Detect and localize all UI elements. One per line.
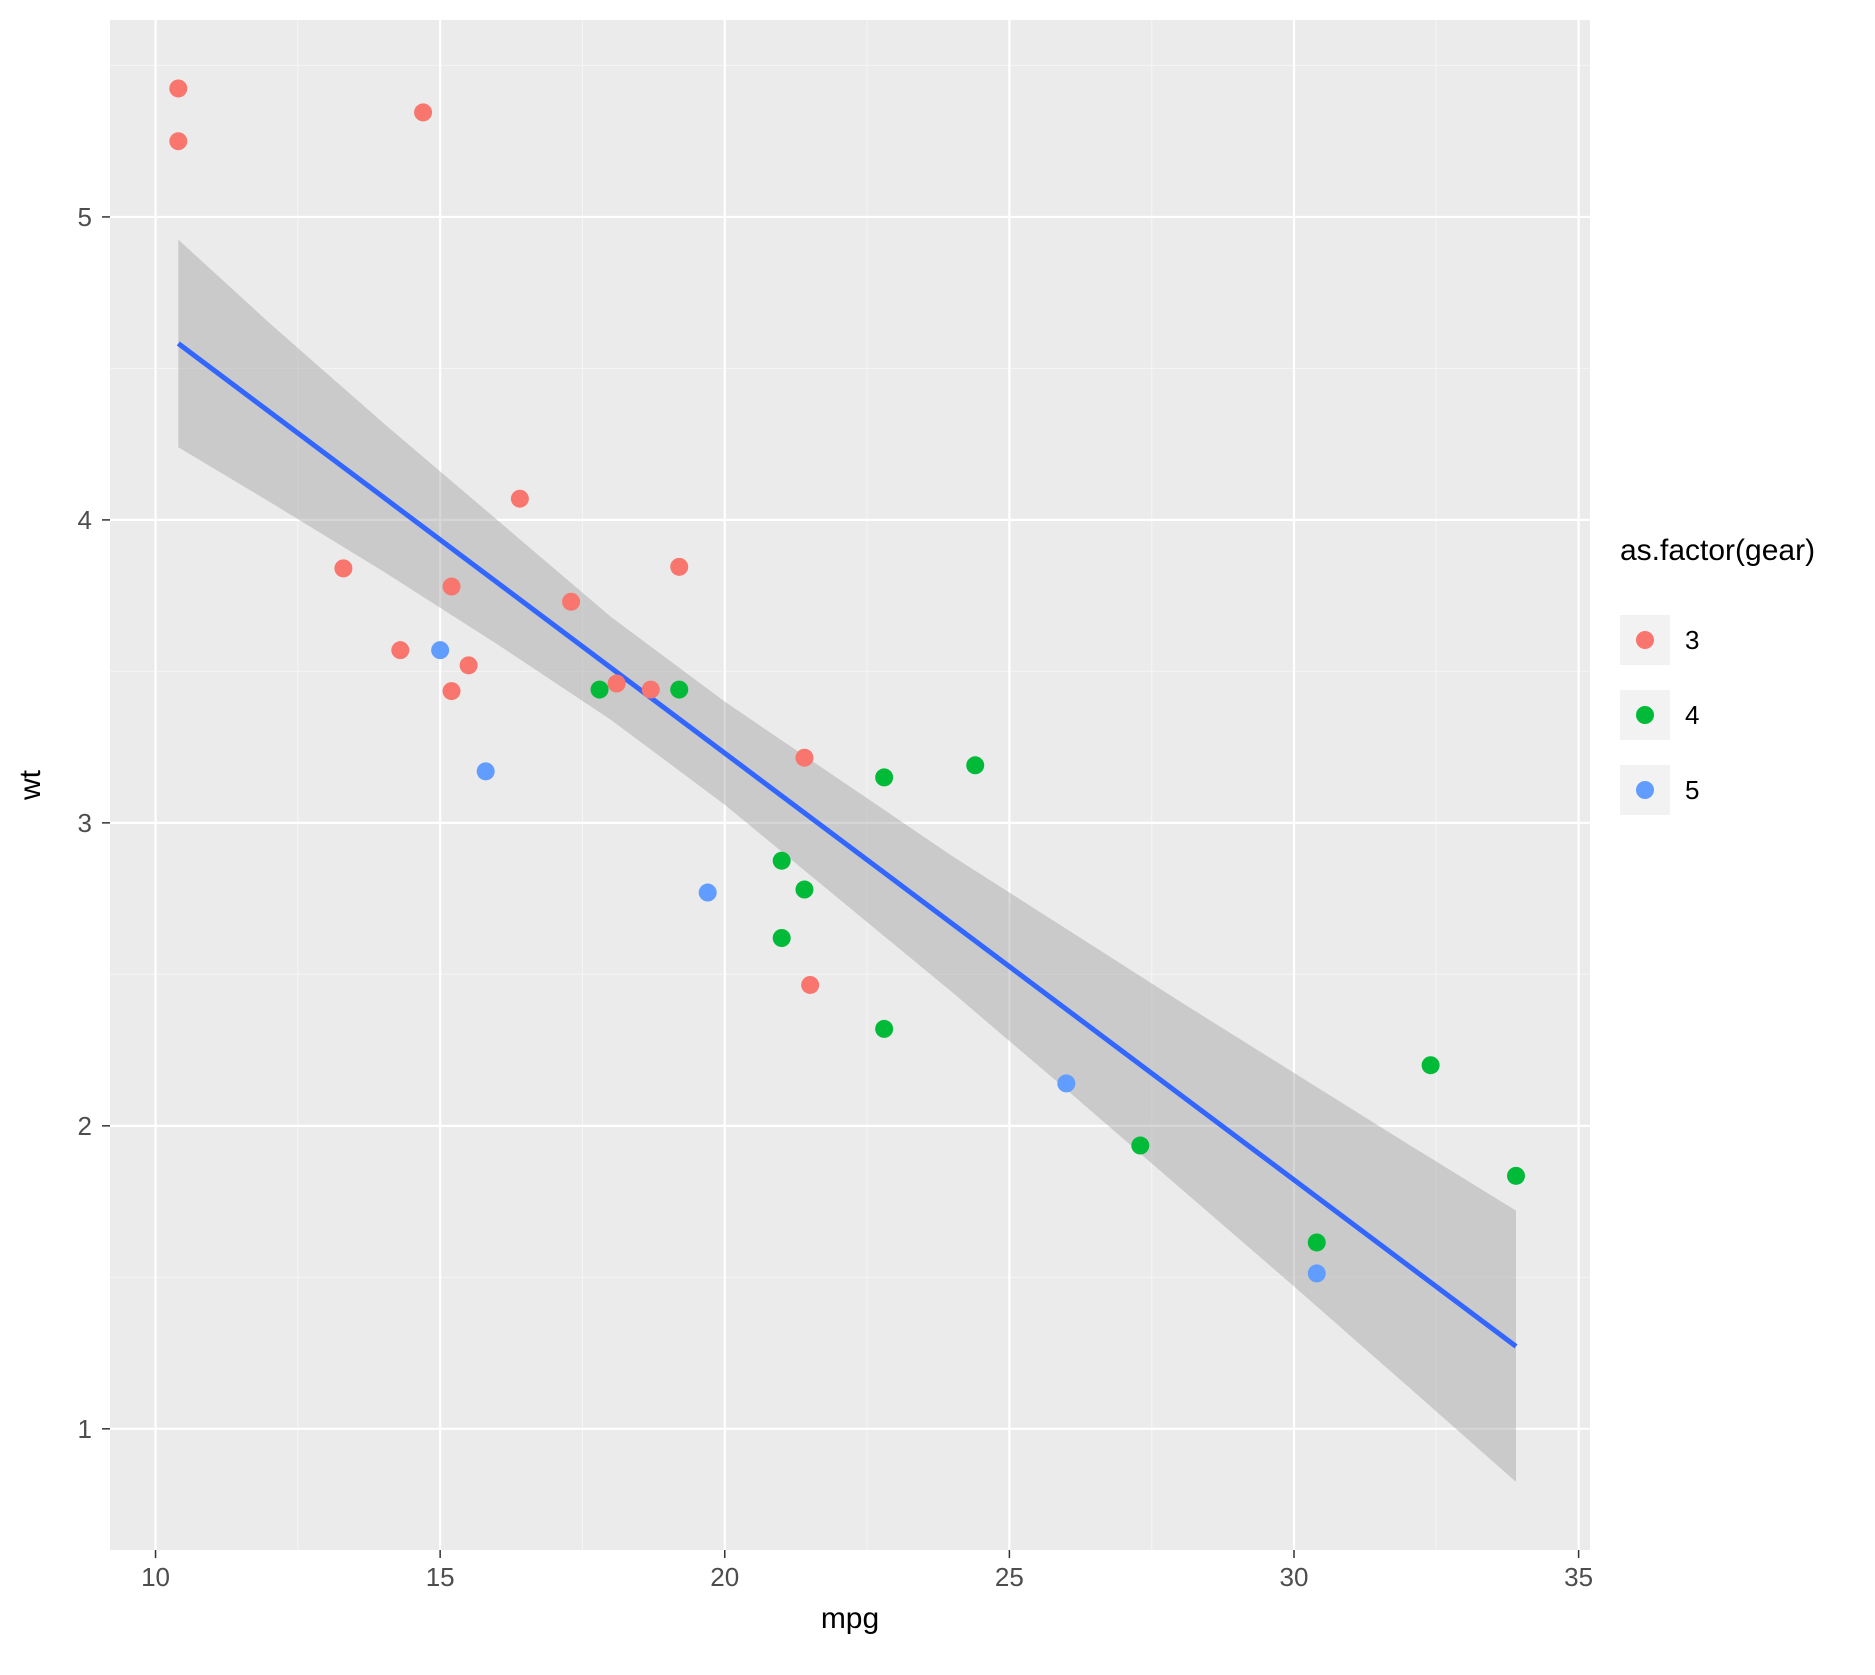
data-point: [773, 852, 791, 870]
data-point: [608, 675, 626, 693]
data-point: [1057, 1074, 1075, 1092]
y-tick-label: 4: [78, 505, 92, 535]
data-point: [477, 762, 495, 780]
data-point: [169, 132, 187, 150]
data-point: [414, 103, 432, 121]
data-point: [391, 641, 409, 659]
data-point: [169, 79, 187, 97]
y-tick-label: 3: [78, 808, 92, 838]
y-axis-title: wt: [14, 769, 47, 801]
legend-key-point: [1636, 706, 1654, 724]
data-point: [773, 929, 791, 947]
data-point: [670, 681, 688, 699]
data-point: [460, 656, 478, 674]
x-tick-label: 15: [426, 1562, 455, 1592]
data-point: [795, 749, 813, 767]
x-axis-title: mpg: [821, 1602, 879, 1635]
x-tick-label: 20: [710, 1562, 739, 1592]
legend-key-point: [1636, 631, 1654, 649]
y-tick-label: 1: [78, 1414, 92, 1444]
x-tick-label: 25: [995, 1562, 1024, 1592]
data-point: [1131, 1137, 1149, 1155]
legend-label: 3: [1685, 625, 1699, 655]
data-point: [334, 559, 352, 577]
legend-key-point: [1636, 781, 1654, 799]
data-point: [431, 641, 449, 659]
data-point: [670, 558, 688, 576]
data-point: [801, 976, 819, 994]
legend-label: 5: [1685, 775, 1699, 805]
data-point: [642, 681, 660, 699]
data-point: [1422, 1056, 1440, 1074]
data-point: [562, 593, 580, 611]
x-tick-label: 30: [1280, 1562, 1309, 1592]
data-point: [1507, 1167, 1525, 1185]
data-point: [443, 578, 461, 596]
data-point: [875, 768, 893, 786]
data-point: [1308, 1233, 1326, 1251]
data-point: [966, 756, 984, 774]
legend-title: as.factor(gear): [1620, 534, 1815, 567]
y-tick-label: 2: [78, 1111, 92, 1141]
x-tick-label: 35: [1564, 1562, 1593, 1592]
legend-label: 4: [1685, 700, 1699, 730]
x-tick-label: 10: [141, 1562, 170, 1592]
data-point: [699, 884, 717, 902]
y-tick-label: 5: [78, 202, 92, 232]
data-point: [795, 881, 813, 899]
data-point: [1308, 1264, 1326, 1282]
data-point: [511, 490, 529, 508]
data-point: [443, 682, 461, 700]
data-point: [591, 681, 609, 699]
data-point: [875, 1020, 893, 1038]
